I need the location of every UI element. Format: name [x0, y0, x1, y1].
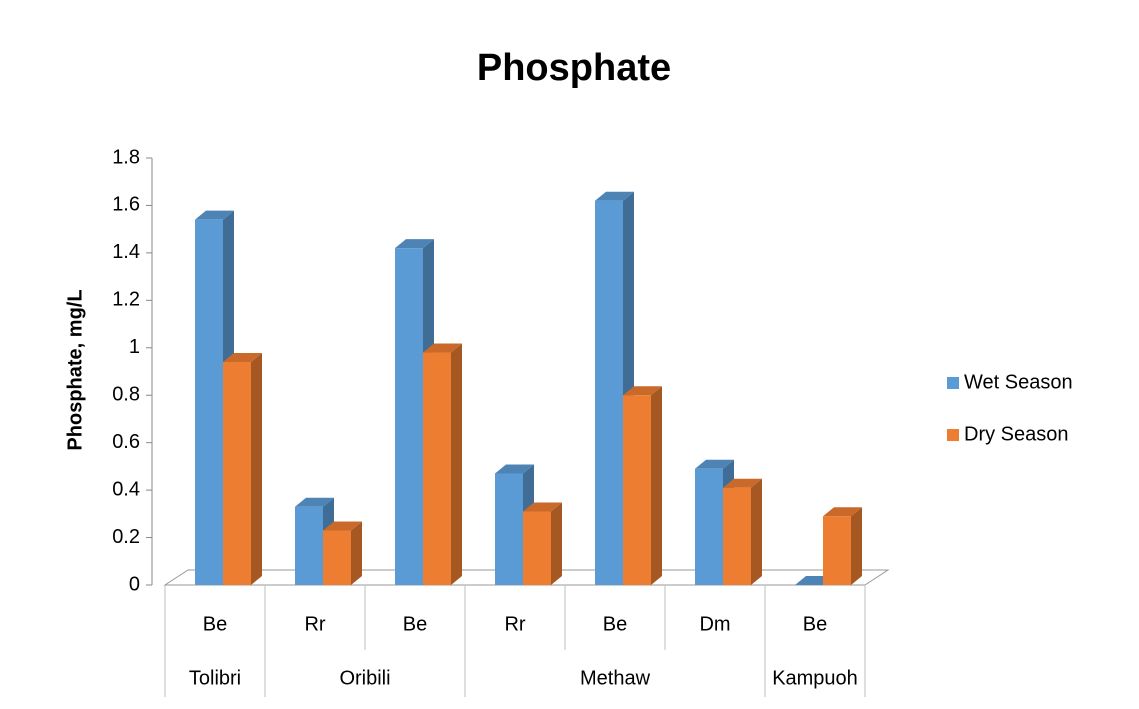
bar: [223, 362, 251, 585]
x-tick-label: Be: [603, 613, 627, 635]
bar: [395, 248, 423, 585]
x-tick-label: Rr: [504, 613, 525, 635]
x-tick-label: Dm: [699, 613, 730, 635]
bar: [623, 395, 651, 585]
y-tick-label: 1.6: [112, 194, 140, 216]
bar-top: [823, 507, 862, 517]
chart-title: Phosphate: [477, 47, 671, 89]
bar-top: [395, 239, 434, 249]
y-tick-label: 1: [129, 336, 140, 358]
bar-side: [651, 386, 662, 585]
bar: [595, 200, 623, 585]
y-axis-label: Phosphate, mg/L: [64, 289, 86, 450]
group-label: Oribili: [339, 667, 390, 689]
y-tick-label: 1.4: [112, 241, 140, 263]
x-tick-label: Rr: [304, 613, 325, 635]
bar: [695, 468, 723, 585]
bar-top: [423, 343, 462, 353]
legend-label: Wet Season: [964, 371, 1073, 393]
y-tick-label: 1.2: [112, 289, 140, 311]
bar-side: [851, 507, 862, 585]
bar-side: [551, 502, 562, 585]
bar: [423, 352, 451, 585]
bar-side: [251, 353, 262, 585]
y-tick-label: 1.8: [112, 146, 140, 168]
y-tick-label: 0.4: [112, 478, 140, 500]
y-tick-label: 0.6: [112, 431, 140, 453]
bar-top: [295, 497, 334, 507]
y-tick-label: 0: [129, 573, 140, 595]
bar: [523, 511, 551, 585]
bar-top: [523, 502, 562, 512]
y-tick-label: 0.8: [112, 384, 140, 406]
bar-side: [751, 478, 762, 585]
bar-top: [495, 464, 534, 474]
legend-label: Dry Season: [964, 423, 1069, 445]
bar-top: [723, 478, 762, 488]
bar-side: [451, 343, 462, 585]
bar-top: [323, 521, 362, 531]
legend-swatch: [947, 429, 959, 441]
y-tick-label: 0.2: [112, 526, 140, 548]
bar-side: [351, 521, 362, 585]
group-label: Tolibri: [189, 667, 241, 689]
bar-top: [623, 386, 662, 396]
bar: [723, 487, 751, 585]
bar: [495, 473, 523, 585]
bar-top: [595, 191, 634, 201]
bar: [295, 506, 323, 585]
x-tick-label: Be: [203, 613, 227, 635]
x-tick-label: Be: [803, 613, 827, 635]
bar-top: [223, 353, 262, 363]
group-label: Kampuoh: [772, 667, 858, 689]
bar: [823, 516, 851, 585]
bar: [323, 530, 351, 585]
legend-swatch: [947, 377, 959, 389]
bar: [195, 219, 223, 585]
bar-top: [195, 210, 234, 220]
bar-top: [695, 459, 734, 469]
x-tick-label: Be: [403, 613, 427, 635]
group-label: Methaw: [580, 667, 651, 689]
